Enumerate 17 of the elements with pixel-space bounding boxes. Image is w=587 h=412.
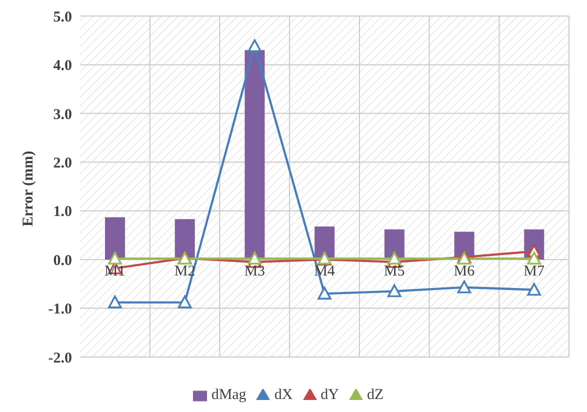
y-tick-label: 3.0 — [53, 106, 72, 123]
y-tick-label: 4.0 — [53, 58, 72, 74]
y-tick-label: 5.0 — [53, 9, 72, 26]
y-tick-label: -2.0 — [48, 350, 72, 366]
y-tick-label: 2.0 — [53, 155, 72, 172]
legend-label: dX — [274, 387, 293, 403]
y-tick-label: 0.0 — [53, 252, 72, 269]
x-tick-label: M7 — [524, 264, 545, 280]
x-tick-label: M6 — [454, 264, 476, 280]
y-tick-label: 1.0 — [53, 204, 72, 220]
legend-label: dMag — [211, 387, 246, 403]
x-tick-label: M5 — [384, 264, 405, 280]
y-tick-label: -1.0 — [48, 302, 72, 318]
legend-label: dY — [320, 387, 339, 403]
x-tick-label: M3 — [244, 264, 266, 280]
y-axis-title: Error (mm) — [20, 150, 36, 226]
legend-label: dZ — [367, 387, 384, 403]
